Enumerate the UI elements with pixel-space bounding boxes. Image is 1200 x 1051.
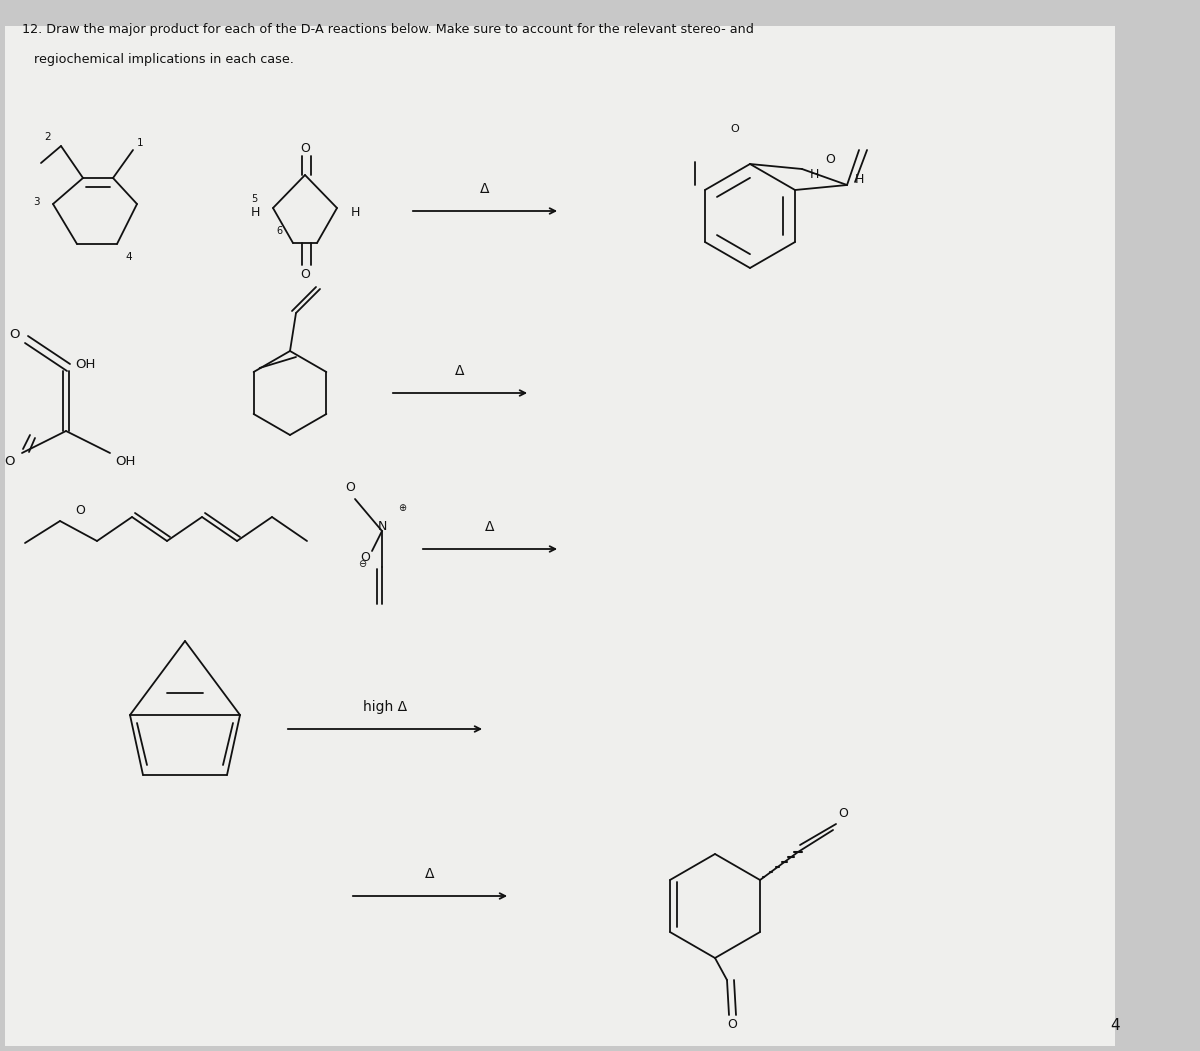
Text: 2: 2 [44, 132, 52, 142]
Text: 5: 5 [251, 194, 257, 204]
Text: O: O [76, 504, 85, 517]
Text: N: N [377, 520, 386, 534]
Text: regiochemical implications in each case.: regiochemical implications in each case. [22, 53, 294, 66]
Text: H: H [810, 167, 820, 181]
Text: O: O [346, 481, 355, 494]
Text: ⊖: ⊖ [358, 559, 366, 569]
Text: O: O [360, 551, 370, 564]
Text: H: H [856, 173, 864, 186]
Text: O: O [838, 807, 848, 820]
Text: 1: 1 [137, 138, 144, 148]
Text: 3: 3 [34, 197, 40, 207]
Text: O: O [731, 124, 739, 133]
Text: 4: 4 [125, 252, 132, 262]
Text: Δ: Δ [485, 520, 494, 534]
Text: O: O [10, 329, 20, 342]
Text: OH: OH [115, 455, 136, 468]
Text: Δ: Δ [425, 867, 434, 881]
Text: OH: OH [74, 358, 95, 371]
Text: 6: 6 [277, 226, 283, 236]
Text: H: H [352, 206, 360, 220]
Text: O: O [300, 268, 310, 281]
Text: ⊕: ⊕ [398, 503, 406, 513]
Text: O: O [826, 153, 835, 166]
Text: high Δ: high Δ [362, 700, 407, 714]
Text: H: H [251, 206, 260, 220]
Text: O: O [727, 1018, 737, 1031]
Text: O: O [300, 142, 310, 154]
Text: 4: 4 [1110, 1018, 1120, 1033]
Text: Δ: Δ [480, 182, 490, 195]
Text: Δ: Δ [455, 364, 464, 378]
Text: O: O [5, 455, 14, 468]
Text: 12. Draw the major product for each of the D-A reactions below. Make sure to acc: 12. Draw the major product for each of t… [22, 23, 754, 36]
